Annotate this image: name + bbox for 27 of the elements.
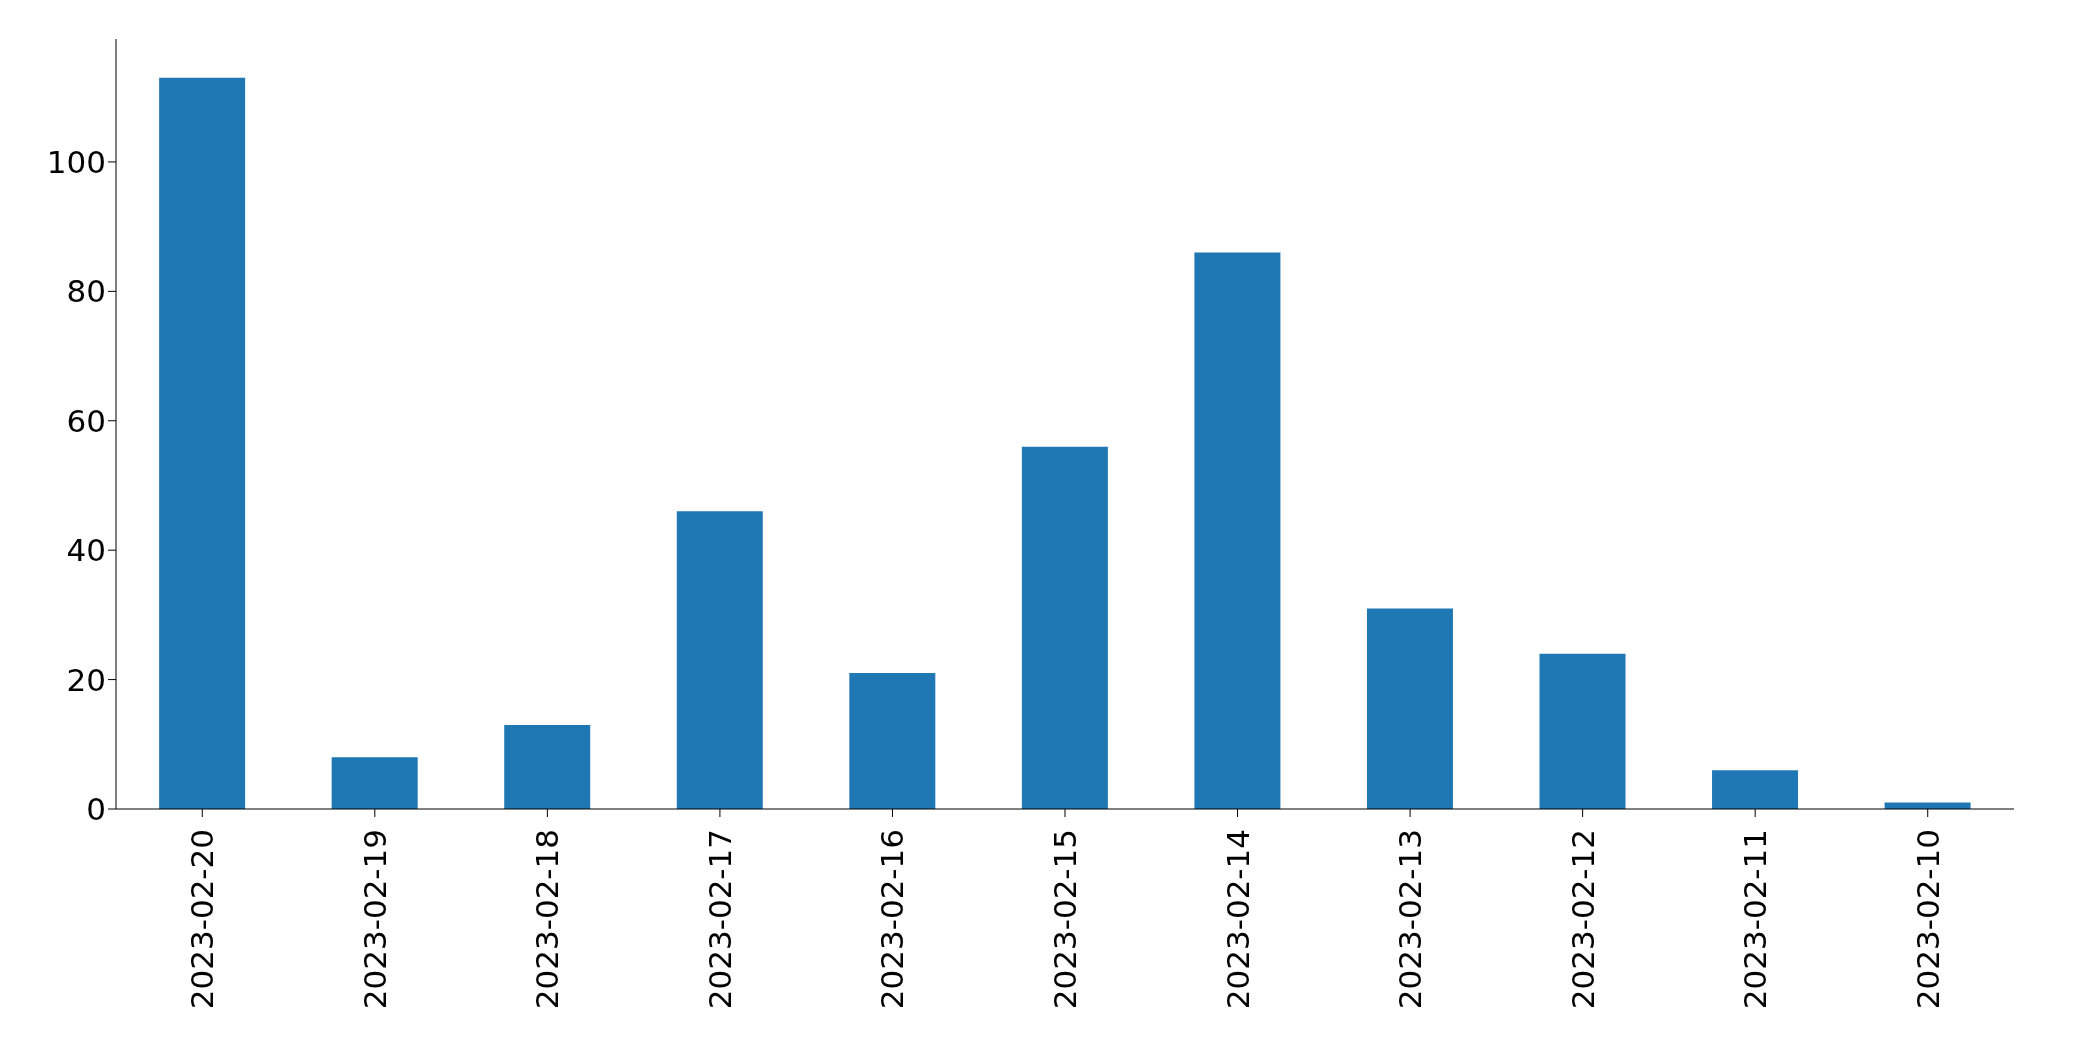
bar [159, 77, 246, 809]
bar [504, 724, 591, 809]
bar [1712, 770, 1799, 809]
bar [1194, 252, 1281, 809]
x-tick-label: 2023-02-10 [1909, 829, 1946, 1010]
y-tick-label: 80 [66, 273, 106, 310]
bar [331, 757, 418, 809]
bar [1021, 446, 1108, 809]
y-tick-label: 100 [46, 143, 106, 180]
y-tick-label: 20 [66, 661, 106, 698]
y-tick-label: 0 [86, 791, 106, 828]
x-tick-label: 2023-02-15 [1047, 829, 1083, 1010]
x-tick-label: 2023-02-12 [1564, 829, 1601, 1010]
x-tick-label: 2023-02-20 [184, 829, 221, 1010]
x-tick-label: 2023-02-11 [1737, 829, 1774, 1010]
y-tick-label: 60 [66, 402, 106, 439]
x-tick-label: 2023-02-18 [529, 829, 566, 1010]
y-tick-label: 40 [66, 532, 106, 569]
bar [676, 511, 763, 809]
x-tick-label: 2023-02-13 [1392, 829, 1429, 1010]
x-tick-label: 2023-02-17 [701, 829, 738, 1010]
x-tick-label: 2023-02-14 [1219, 829, 1256, 1010]
x-tick-label: 2023-02-16 [874, 829, 911, 1010]
x-tick-label: 2023-02-19 [356, 829, 393, 1010]
bar [849, 673, 936, 809]
bar [1539, 653, 1626, 809]
bar [1366, 608, 1453, 809]
